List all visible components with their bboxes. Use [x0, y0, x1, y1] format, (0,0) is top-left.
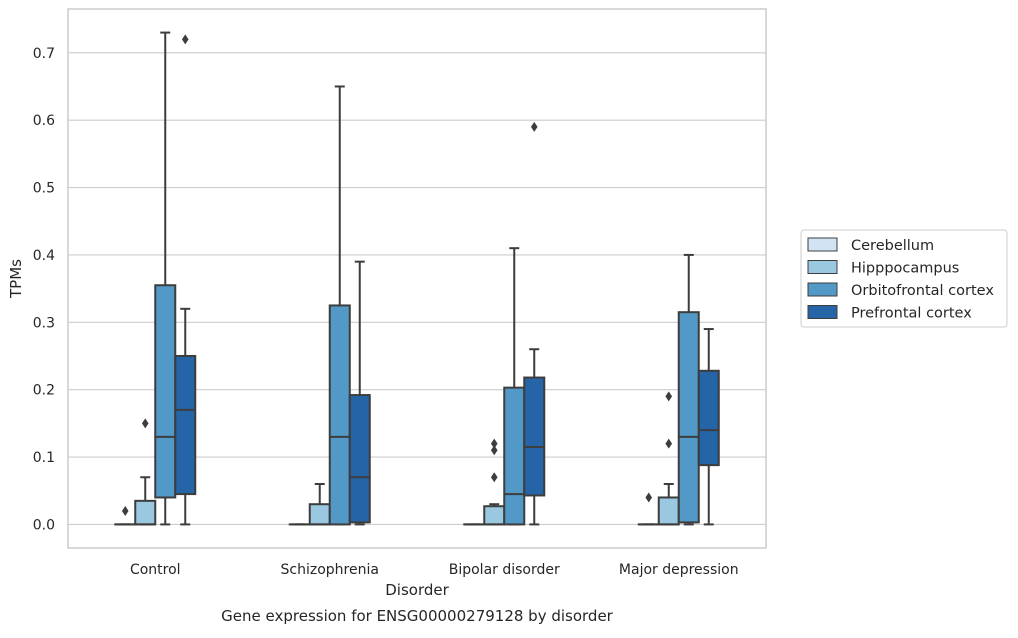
box-iqr — [699, 371, 719, 465]
box-iqr — [310, 504, 330, 524]
x-tick-label: Bipolar disorder — [449, 562, 560, 578]
y-tick-label: 0.0 — [33, 517, 55, 533]
box-iqr — [155, 285, 175, 497]
y-tick-label: 0.5 — [33, 181, 55, 197]
y-tick-label: 0.6 — [33, 113, 55, 129]
x-axis-label: Disorder — [385, 581, 449, 599]
box-iqr — [330, 305, 350, 524]
x-tick-label: Major depression — [619, 562, 739, 578]
legend-label: Orbitofrontal cortex — [851, 283, 994, 299]
legend-swatch — [808, 306, 837, 319]
y-tick-label: 0.2 — [33, 383, 55, 399]
legend-swatch — [808, 238, 837, 251]
box-iqr — [679, 312, 699, 522]
y-tick-label: 0.3 — [33, 315, 55, 331]
y-tick-label: 0.7 — [33, 46, 55, 62]
x-tick-label: Control — [130, 562, 181, 578]
legend: Cerebellum Hipppocampus Orbitofrontal cort… — [801, 230, 1007, 327]
box-iqr — [659, 497, 679, 524]
box-iqr — [504, 388, 524, 525]
x-tick-label: Schizophrenia — [281, 562, 379, 578]
legend-swatch — [808, 283, 837, 296]
y-tick-label: 0.1 — [33, 450, 55, 466]
legend-label: Cerebellum — [851, 238, 934, 254]
box-iqr — [350, 395, 370, 522]
chart-caption: Gene expression for ENSG00000279128 by d… — [221, 607, 614, 625]
box-iqr — [524, 378, 544, 496]
legend-label: Prefrontal cortex — [851, 306, 972, 322]
y-axis-label: TPMs — [7, 259, 25, 299]
box-iqr — [175, 356, 195, 494]
y-tick-label: 0.4 — [33, 248, 55, 264]
legend-label: Hipppocampus — [851, 261, 959, 277]
legend-swatch — [808, 261, 837, 274]
box-iqr — [135, 501, 155, 525]
box-iqr — [484, 506, 504, 524]
